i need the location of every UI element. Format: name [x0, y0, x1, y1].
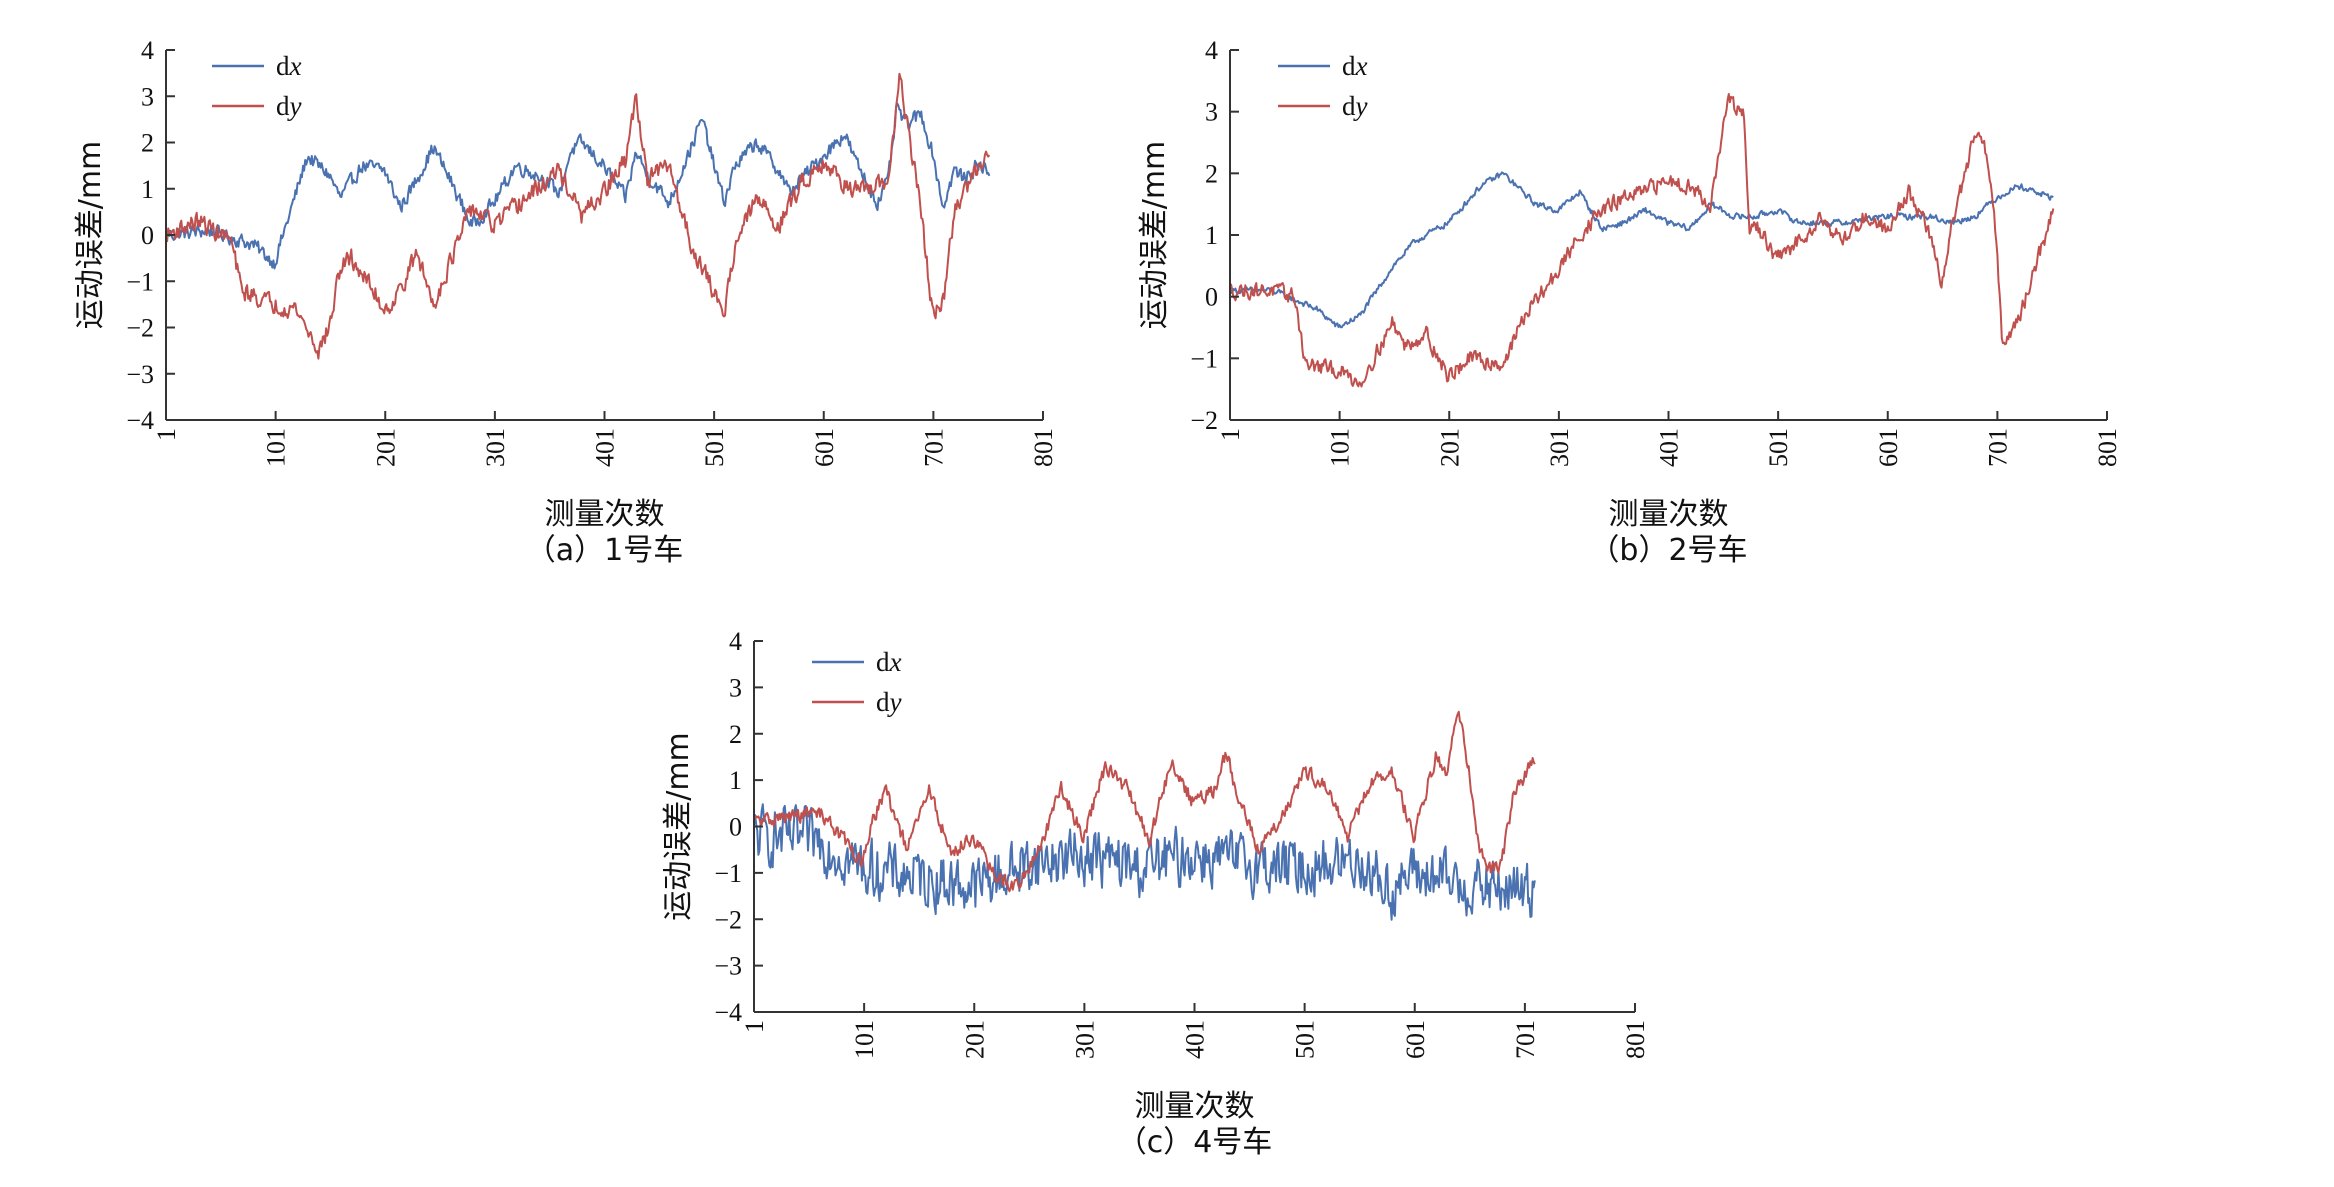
y-tick-label: −4 [126, 406, 154, 435]
x-tick-label: 801 [1621, 1020, 1650, 1059]
x-tick-label: 701 [1983, 428, 2012, 467]
x-tick-label: 301 [1070, 1020, 1099, 1059]
series-line-dy [165, 72, 991, 360]
x-axis-label: 测量次数 [545, 497, 665, 532]
series-line-dx [165, 102, 991, 270]
y-tick-label: −2 [1190, 406, 1218, 435]
legend-label-dy: dy [876, 687, 902, 717]
legend-label-dy: dy [276, 91, 302, 121]
series-line-dy [1229, 93, 2055, 388]
y-tick-label: 3 [141, 82, 154, 111]
x-tick-label: 701 [919, 428, 948, 467]
chart-caption: （a）1号车 [526, 533, 683, 568]
x-tick-label: 701 [1511, 1020, 1540, 1059]
x-tick-label: 501 [1291, 1020, 1320, 1059]
chart-caption: （c）4号车 [1117, 1125, 1273, 1160]
y-tick-label: 2 [729, 720, 742, 749]
x-tick-label: 201 [960, 1020, 989, 1059]
legend-label-dx: dx [1342, 51, 1368, 81]
x-tick-label: 601 [810, 428, 839, 467]
chart-caption: （b）2号车 [1589, 533, 1747, 568]
x-tick-label: 401 [1655, 428, 1684, 467]
x-tick-label: 301 [1545, 428, 1574, 467]
legend-label-dx: dx [876, 647, 902, 677]
y-tick-label: −1 [714, 859, 742, 888]
x-tick-label: 201 [1435, 428, 1464, 467]
y-tick-label: −1 [126, 267, 154, 296]
y-tick-label: −3 [714, 952, 742, 981]
x-tick-label: 601 [1874, 428, 1903, 467]
x-tick-label: 401 [1181, 1020, 1210, 1059]
y-tick-label: 0 [141, 221, 154, 250]
y-tick-label: 2 [141, 129, 154, 158]
y-tick-label: −4 [714, 998, 742, 1027]
y-tick-label: 4 [141, 36, 154, 65]
y-tick-label: 0 [1205, 283, 1218, 312]
legend-label-dy: dy [1342, 91, 1368, 121]
y-tick-label: 1 [141, 175, 154, 204]
y-tick-label: 3 [1205, 98, 1218, 127]
y-axis-label: 运动误差/mm [73, 141, 108, 330]
series-line-dx [1229, 171, 2054, 329]
series-line-dy [753, 710, 1536, 893]
x-tick-label: 101 [262, 428, 291, 467]
x-tick-label: 401 [591, 428, 620, 467]
y-axis-label: 运动误差/mm [661, 732, 696, 921]
y-tick-label: −1 [1190, 344, 1218, 373]
x-axis-label: 测量次数 [1609, 497, 1729, 532]
x-tick-label: 201 [371, 428, 400, 467]
x-tick-label: 1 [740, 1020, 769, 1033]
x-tick-label: 801 [2093, 428, 2122, 467]
y-tick-label: 4 [1205, 36, 1218, 65]
series-line-dx [753, 803, 1536, 921]
x-tick-label: 101 [1326, 428, 1355, 467]
y-tick-label: −2 [126, 314, 154, 343]
x-tick-label: 1 [152, 428, 181, 441]
legend-label-dx: dx [276, 51, 302, 81]
x-tick-label: 501 [700, 428, 729, 467]
x-axis-label: 测量次数 [1135, 1089, 1255, 1124]
y-tick-label: −2 [714, 905, 742, 934]
y-tick-label: 1 [729, 766, 742, 795]
x-tick-label: 101 [850, 1020, 879, 1059]
x-tick-label: 801 [1029, 428, 1058, 467]
x-tick-label: 501 [1764, 428, 1793, 467]
y-tick-label: 3 [729, 673, 742, 702]
y-tick-label: 2 [1205, 159, 1218, 188]
x-tick-label: 601 [1401, 1020, 1430, 1059]
y-tick-label: 0 [729, 813, 742, 842]
x-tick-label: 1 [1216, 428, 1245, 441]
y-tick-label: 4 [729, 627, 742, 656]
x-tick-label: 301 [481, 428, 510, 467]
y-tick-label: 1 [1205, 221, 1218, 250]
y-axis-label: 运动误差/mm [1137, 141, 1172, 330]
y-tick-label: −3 [126, 360, 154, 389]
